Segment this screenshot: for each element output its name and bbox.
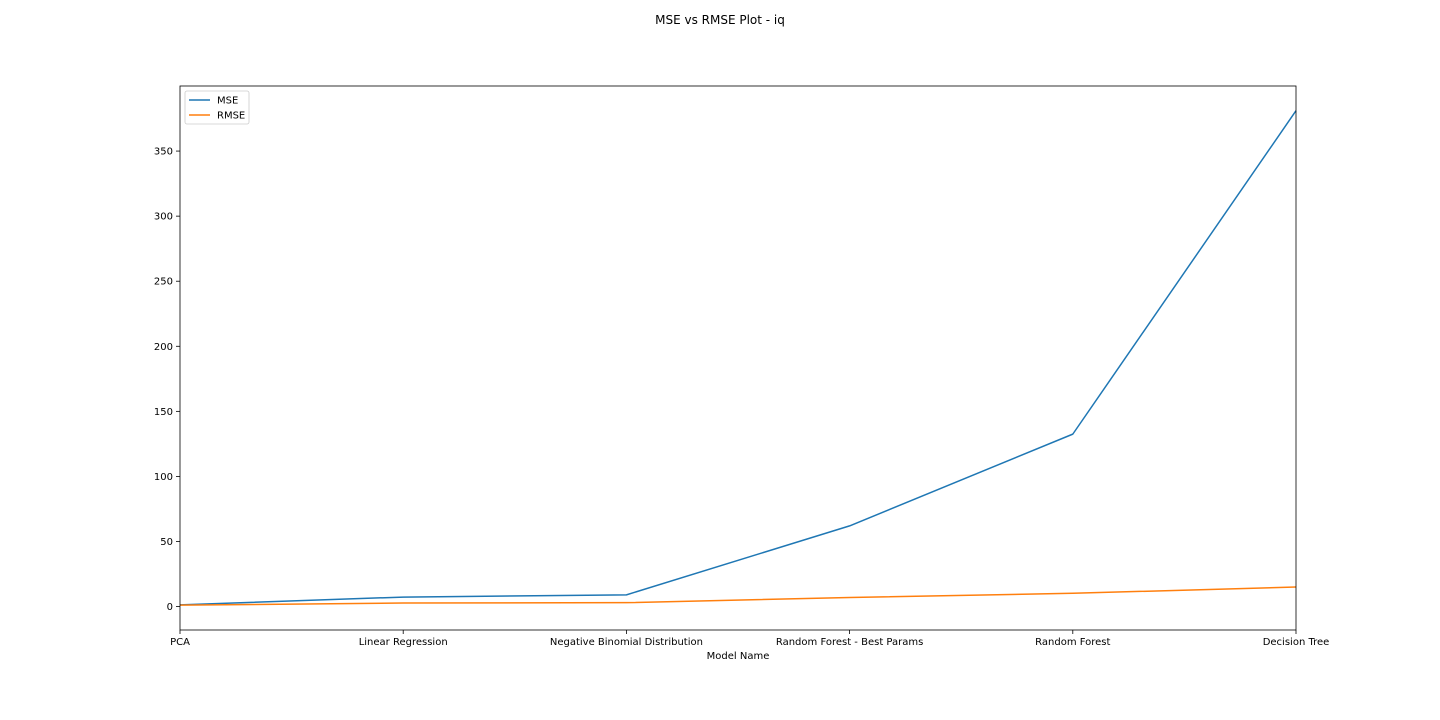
y-tick-label: 250: [154, 277, 173, 288]
series-line-rmse: [179, 586, 1297, 606]
x-tick-label: Decision Tree: [1263, 637, 1330, 648]
y-tick-label: 100: [154, 472, 173, 483]
plot-area: [180, 86, 1296, 630]
y-tick-label: 150: [154, 407, 173, 418]
legend-label-rmse: RMSE: [217, 111, 245, 122]
x-axis-label: Model Name: [707, 651, 770, 662]
y-axis: 0 50 100 150 200 250 300 350: [154, 147, 180, 613]
y-tick-label: 350: [154, 147, 173, 158]
chart-title: MSE vs RMSE Plot - iq: [655, 13, 785, 27]
x-axis: PCA Linear Regression Negative Binomial Di…: [170, 630, 1329, 648]
y-tick-label: 50: [160, 537, 173, 548]
x-tick-label: Random Forest - Best Params: [776, 637, 923, 648]
y-tick-label: 0: [167, 602, 173, 613]
axes-frame: [179, 85, 1297, 631]
x-tick-label: Negative Binomial Distribution: [550, 637, 703, 648]
y-tick-label: 200: [154, 342, 173, 353]
x-tick-label: Linear Regression: [359, 637, 448, 648]
x-tick-label: Random Forest: [1035, 637, 1110, 648]
y-tick-label: 300: [154, 212, 173, 223]
legend-label-mse: MSE: [217, 96, 238, 107]
series-line-mse: [179, 110, 1297, 606]
x-tick-label: PCA: [170, 637, 190, 648]
legend: MSE RMSE: [184, 90, 250, 125]
